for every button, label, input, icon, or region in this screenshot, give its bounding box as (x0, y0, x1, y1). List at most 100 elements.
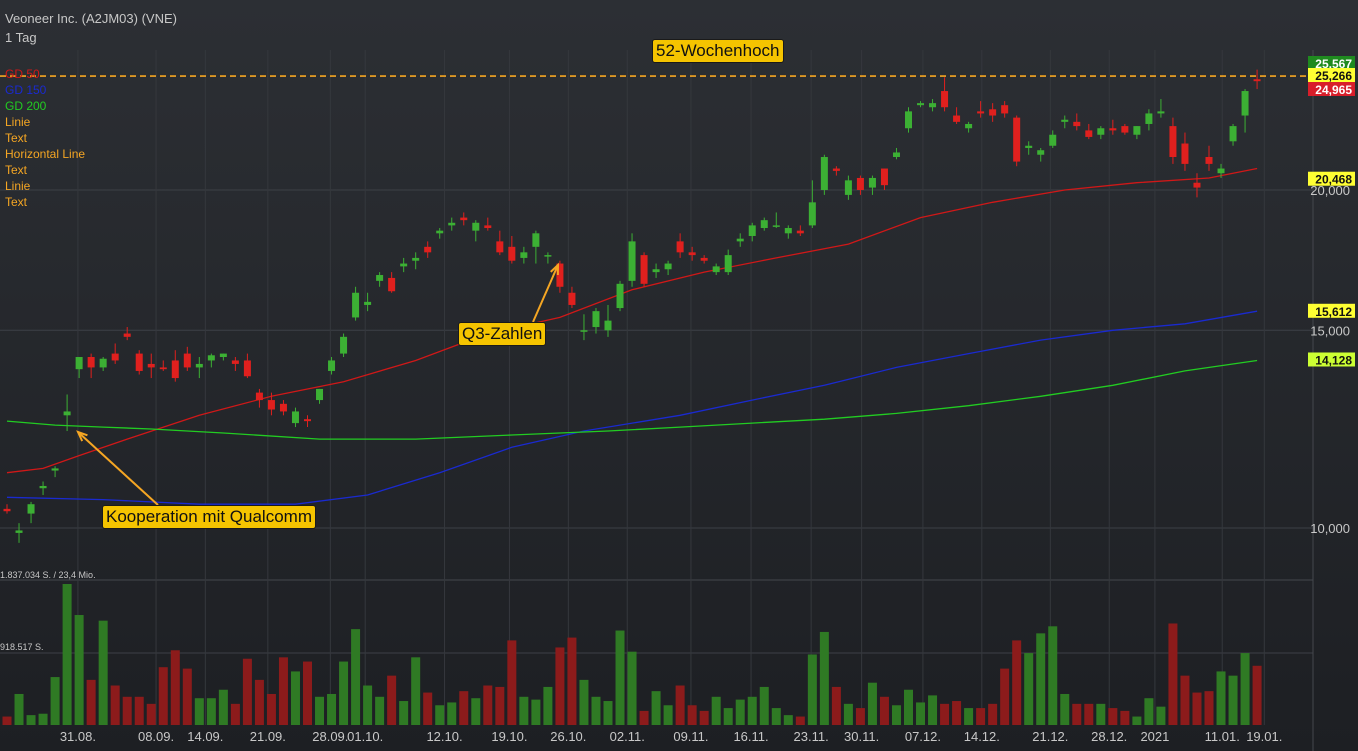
volume-max-label: 1.837.034 S. / 23,4 Mio. (0, 570, 96, 580)
candle-body (568, 292, 576, 305)
candle-body (376, 275, 384, 281)
candle-body (75, 357, 83, 370)
volume-bar (26, 715, 36, 725)
candle-body (448, 222, 456, 226)
time-tick-label: 01.10. (347, 729, 383, 744)
volume-bar (303, 661, 312, 725)
candle-body (640, 255, 648, 284)
legend-item[interactable]: GD 150 (5, 83, 47, 97)
price-badge-label: 25,567 (1315, 57, 1352, 71)
time-tick-label: 16.11. (733, 729, 768, 744)
volume-bar (459, 691, 469, 725)
candle-body (604, 320, 612, 331)
candle-body (784, 228, 792, 234)
time-tick-label: 30.11. (844, 729, 879, 744)
time-tick-label: 09.11. (673, 729, 708, 744)
volume-bar (62, 584, 72, 725)
volume-bar (928, 695, 938, 725)
volume-bar (327, 693, 337, 725)
volume-bar (771, 708, 781, 725)
volume-bar (1024, 653, 1034, 725)
candle-body (905, 111, 912, 129)
volume-bar (1060, 693, 1070, 725)
candle-body (496, 241, 504, 253)
volume-bar (507, 640, 517, 725)
candle-body (941, 91, 949, 108)
price-tick-label: 10,000 (1310, 521, 1350, 536)
volume-bar (735, 699, 745, 725)
annotation-qualcomm[interactable]: Kooperation mit Qualcomm (102, 505, 316, 529)
time-tick-label: 21.12. (1032, 729, 1068, 744)
candle-body (328, 360, 336, 371)
candle-body (1013, 117, 1021, 162)
annotation-52-week-high[interactable]: 52-Wochenhoch (652, 39, 784, 63)
candle-body (1217, 168, 1225, 174)
volume-bar (230, 703, 240, 725)
candle-body (1025, 145, 1033, 148)
candle-body (820, 157, 828, 190)
volume-bars (2, 584, 1262, 725)
price-badge (1308, 82, 1355, 96)
candle-body (1145, 113, 1153, 124)
legend-item[interactable]: Horizontal Line (5, 147, 86, 161)
legend-item[interactable]: GD 50 (5, 67, 40, 81)
annotation-q3-results[interactable]: Q3-Zahlen (458, 322, 547, 346)
candle-body (868, 177, 876, 188)
candles (3, 69, 1261, 543)
volume-bar (1036, 633, 1046, 725)
volume-bar (254, 679, 264, 725)
candle-body (1109, 128, 1117, 131)
volume-bar (988, 703, 998, 725)
time-tick-label: 23.11. (794, 729, 829, 744)
time-tick-label: 26.10. (550, 729, 586, 744)
legend-item[interactable]: Text (5, 131, 28, 145)
candle-body (544, 255, 552, 257)
legend-item[interactable]: Text (5, 195, 28, 209)
volume-bar (1156, 706, 1166, 725)
legend-item[interactable]: Text (5, 163, 28, 177)
candle-body (616, 283, 624, 309)
price-tick-label: 20,000 (1310, 183, 1350, 198)
price-badge (1308, 68, 1355, 82)
volume-bar (567, 637, 577, 725)
candle-body (520, 252, 528, 258)
candle-body (388, 277, 396, 292)
volume-bar (146, 703, 156, 725)
candle-body (592, 311, 600, 328)
volume-bar (206, 698, 216, 725)
volume-bar (952, 701, 962, 725)
candle-body (1001, 105, 1009, 114)
volume-bar (363, 685, 373, 725)
price-badge (1308, 171, 1355, 186)
candle-body (832, 168, 840, 171)
legend-item[interactable]: Linie (5, 115, 31, 129)
chart-interval[interactable]: 1 Tag (5, 30, 37, 45)
volume-bar (1216, 671, 1226, 725)
annotation-arrow (532, 264, 559, 323)
price-badge-label: 25,266 (1315, 69, 1352, 83)
volume-bar (1000, 668, 1010, 725)
volume-bar (158, 667, 168, 725)
legend-item[interactable]: GD 200 (5, 99, 47, 113)
volume-bar (867, 682, 877, 725)
time-tick-label: 08.09. (138, 729, 174, 744)
volume-bar (351, 629, 361, 725)
candle-body (760, 220, 768, 229)
volume-mid-label: 918.517 S. (0, 642, 44, 652)
volume-bar (843, 703, 853, 725)
candle-body (1181, 143, 1189, 164)
price-badge (1308, 303, 1355, 318)
volume-bar (122, 696, 132, 725)
candle-body (953, 115, 961, 122)
indicator-legend: GD 50 GD 150 GD 200 Linie Text Horizontal Lin… (5, 66, 85, 210)
legend-item[interactable]: Linie (5, 179, 31, 193)
moving-average-line (6, 167, 1258, 474)
candle-body (748, 225, 756, 236)
candle-body (508, 246, 516, 261)
candle-body (688, 252, 696, 256)
volume-bar (38, 713, 48, 725)
grid (0, 50, 1314, 751)
volume-bar (471, 698, 481, 725)
volume-bar (110, 685, 120, 725)
